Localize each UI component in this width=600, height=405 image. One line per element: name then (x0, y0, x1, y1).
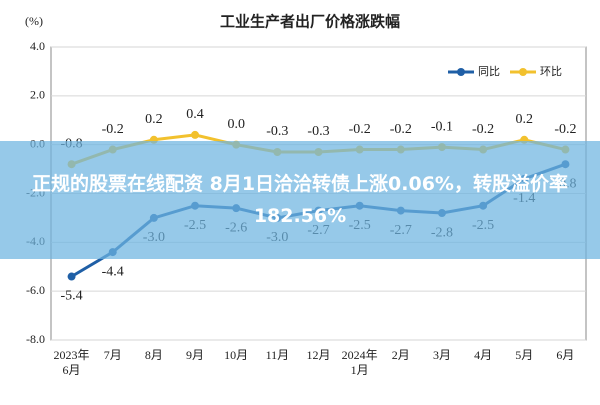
data-label: -4.4 (102, 264, 124, 279)
legend-marker (519, 68, 527, 76)
y-axis-label: (%) (25, 14, 43, 28)
y-tick-label: -8.0 (26, 332, 45, 346)
x-tick-label: 11月 (265, 348, 290, 362)
x-tick-label: 6月 (556, 348, 575, 362)
overlay-banner: 正规的股票在线配资 8月1日洽洽转债上涨0.06%，转股溢价率182.56% (0, 141, 600, 259)
data-label: -0.2 (102, 122, 124, 137)
data-label: -0.3 (307, 124, 329, 139)
y-tick-label: -6.0 (26, 283, 45, 297)
point (191, 130, 200, 139)
data-label: -0.2 (554, 122, 576, 137)
data-label: -0.2 (390, 122, 412, 137)
x-tick-label: 12月 (306, 348, 331, 362)
x-tick-label: 5月 (515, 348, 534, 362)
x-tick-label: 10月 (224, 348, 249, 362)
data-label: 0.2 (516, 112, 534, 127)
data-label: 0.4 (186, 107, 204, 122)
y-tick-label: 2.0 (30, 88, 45, 102)
x-tick-label: 2023年6月 (53, 348, 90, 377)
legend-label: 同比 (478, 65, 500, 78)
chart-title: 工业生产者出厂价格涨跌幅 (220, 13, 400, 31)
legend-marker (457, 68, 465, 76)
x-tick-label: 2024年1月 (341, 348, 378, 377)
x-tick-label: 8月 (144, 348, 163, 362)
data-label: -0.2 (472, 122, 494, 137)
banner-text: 正规的股票在线配资 8月1日洽洽转债上涨0.06%，转股溢价率182.56% (32, 173, 568, 227)
y-tick-label: 4.0 (30, 39, 45, 53)
data-label: -0.3 (266, 124, 288, 139)
legend-label: 环比 (540, 65, 562, 78)
x-tick-label: 2月 (391, 348, 410, 362)
point (67, 272, 76, 281)
x-tick-label: 7月 (103, 348, 122, 362)
x-tick-label: 3月 (432, 348, 451, 362)
x-tick-label: 9月 (186, 348, 205, 362)
data-label: 0.2 (145, 112, 163, 127)
data-label: -5.4 (60, 289, 82, 304)
data-label: -0.1 (431, 119, 453, 134)
data-label: 0.0 (227, 117, 245, 132)
data-label: -0.2 (349, 122, 371, 137)
x-tick-label: 4月 (474, 348, 493, 362)
